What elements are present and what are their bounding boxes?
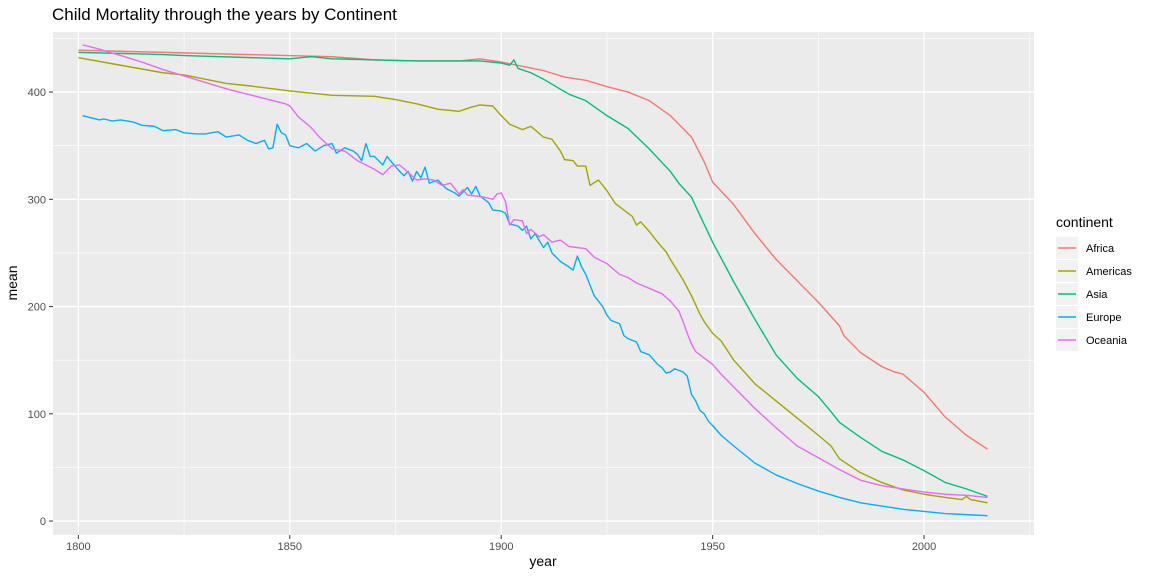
x-tick-label: 1950 bbox=[700, 541, 724, 553]
y-tick-label: 200 bbox=[28, 302, 46, 314]
x-tick-label: 2000 bbox=[912, 541, 936, 553]
series-line-europe bbox=[82, 114, 988, 517]
series-line-americas bbox=[78, 57, 988, 504]
legend-label-asia: Asia bbox=[1086, 289, 1108, 301]
major-gridlines bbox=[53, 32, 1034, 535]
legend-label-oceania: Oceania bbox=[1086, 335, 1128, 347]
legend-items: Africa Americas Asia Europe Oceania bbox=[1056, 237, 1132, 351]
legend-title: continent bbox=[1056, 214, 1113, 230]
x-tick-label: 1800 bbox=[66, 541, 90, 553]
y-tick-label: 400 bbox=[28, 87, 46, 99]
chart-title: Child Mortality through the years by Con… bbox=[52, 5, 397, 24]
x-axis: 1800 1850 1900 1950 2000 bbox=[66, 535, 936, 553]
x-tick-label: 1900 bbox=[489, 541, 513, 553]
series-line-asia bbox=[78, 51, 988, 498]
y-axis-title: mean bbox=[4, 265, 20, 300]
y-tick-label: 0 bbox=[40, 516, 46, 528]
plot-panel bbox=[53, 32, 1034, 535]
y-tick-label: 100 bbox=[28, 409, 46, 421]
series-line-oceania bbox=[82, 44, 988, 499]
series-lines bbox=[78, 44, 988, 517]
legend: continent Africa Americas Asia Europe Oceani… bbox=[1056, 214, 1132, 351]
legend-label-europe: Europe bbox=[1086, 312, 1121, 324]
x-tick-label: 1850 bbox=[278, 541, 302, 553]
legend-label-africa: Africa bbox=[1086, 243, 1115, 255]
y-tick-label: 300 bbox=[28, 194, 46, 206]
y-axis: 0 100 200 300 400 bbox=[28, 87, 53, 528]
x-axis-title: year bbox=[529, 553, 557, 569]
legend-label-americas: Americas bbox=[1086, 266, 1132, 278]
